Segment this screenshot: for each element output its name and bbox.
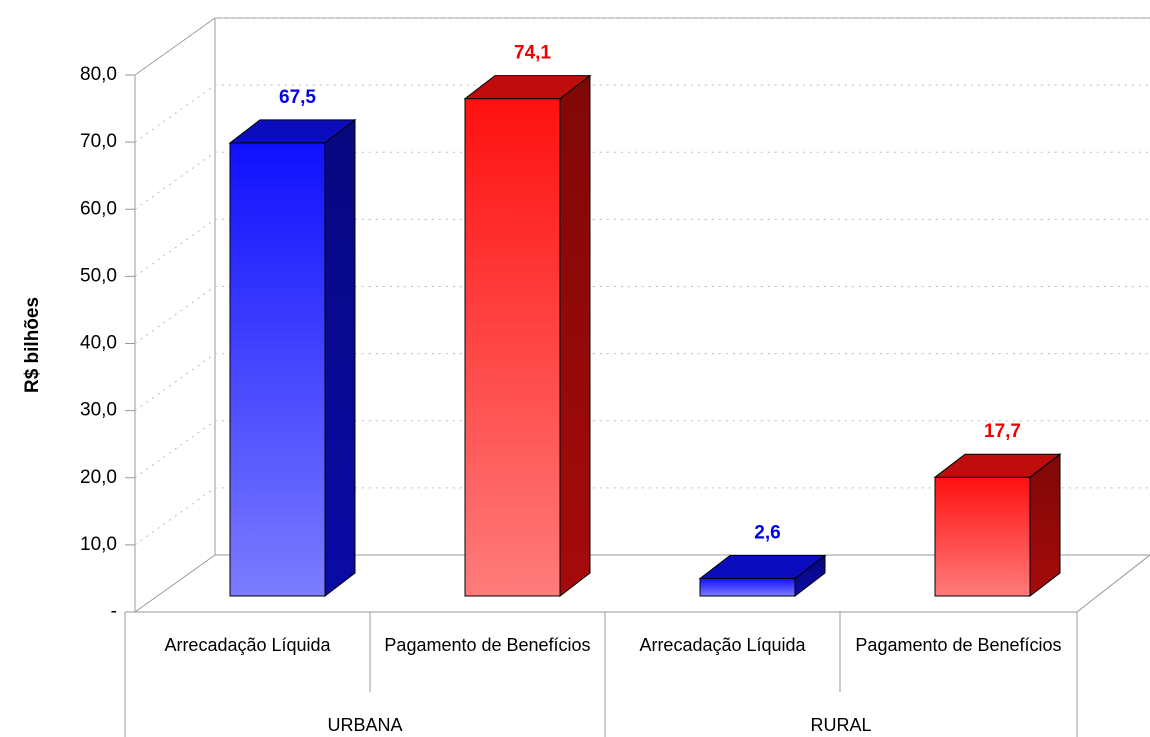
grid-line	[134, 353, 1150, 412]
grid-line	[134, 487, 1150, 546]
category-label: Pagamento de Benefícios	[855, 635, 1062, 655]
y-tick-label: 40,0	[80, 333, 117, 354]
y-tick-label: -	[111, 601, 117, 622]
category-label: Arrecadação Líquida	[639, 635, 806, 655]
bar-front	[934, 476, 1031, 597]
grid-line	[134, 218, 1150, 277]
grid-line	[134, 17, 1150, 76]
grid-line	[134, 420, 1150, 479]
bar	[933, 453, 1062, 598]
bar-side	[559, 74, 591, 598]
y-tick-label: 70,0	[80, 131, 117, 152]
bar	[698, 554, 827, 598]
bar	[228, 118, 357, 598]
grid-line	[134, 286, 1150, 344]
bar-side	[324, 118, 356, 598]
category-label: Arrecadação Líquida	[164, 635, 331, 655]
bar-top	[463, 75, 592, 100]
category-label: Pagamento de Benefícios	[384, 635, 591, 655]
grid-line	[134, 151, 1150, 210]
bar-front	[229, 142, 326, 597]
y-tick-label: 20,0	[80, 467, 117, 488]
y-tick-label: 80,0	[80, 64, 117, 85]
y-tick-label: 10,0	[80, 534, 117, 555]
bar-top	[933, 453, 1062, 478]
value-label: 74,1	[514, 43, 551, 64]
bar-side	[1029, 453, 1061, 598]
y-axis-label: R$ bilhões	[22, 297, 43, 393]
y-tick-label: 50,0	[80, 265, 117, 286]
bar-top	[698, 555, 827, 580]
back-wall-edge	[134, 17, 1150, 76]
bar-front	[699, 578, 796, 597]
group-label: RURAL	[810, 715, 872, 735]
y-tick-label: 30,0	[80, 400, 117, 421]
value-label: 67,5	[279, 87, 316, 108]
grid-line	[134, 84, 1150, 143]
group-label: URBANA	[327, 715, 403, 735]
bar-top	[228, 119, 357, 144]
bar	[463, 74, 592, 598]
y-tick-label: 60,0	[80, 198, 117, 219]
value-label: 2,6	[754, 523, 780, 544]
value-label: 17,7	[984, 421, 1021, 442]
bar-front	[464, 98, 561, 597]
